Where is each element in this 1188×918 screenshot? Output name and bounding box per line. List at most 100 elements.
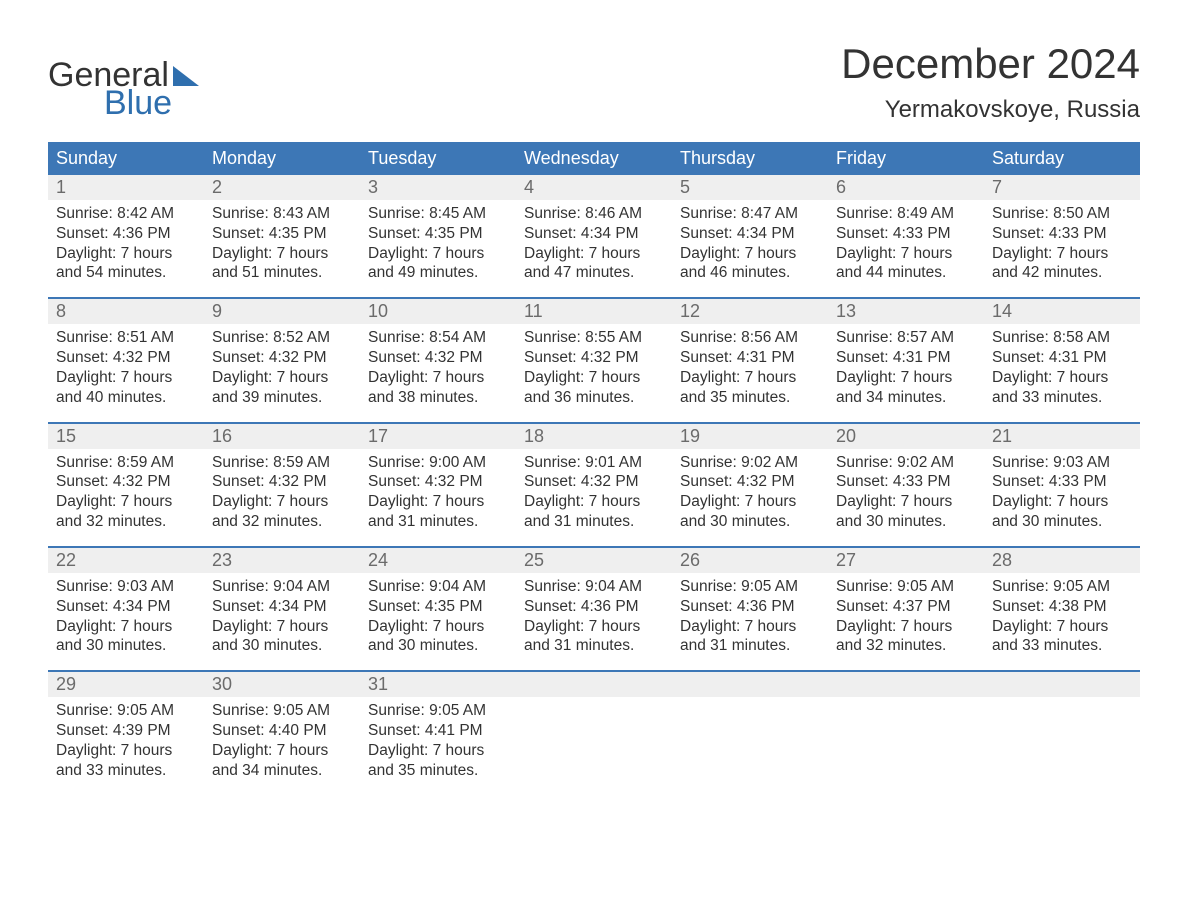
day-number: 28 [992,550,1012,570]
day-dl1: Daylight: 7 hours [212,741,352,761]
day-dl2: and 33 minutes. [992,388,1132,408]
day-sunset: Sunset: 4:32 PM [524,472,664,492]
day-dl1: Daylight: 7 hours [836,492,976,512]
day-number-row: 10 [360,299,516,324]
day-number-row: 16 [204,424,360,449]
day-sunset: Sunset: 4:32 PM [56,472,196,492]
day-dl2: and 30 minutes. [368,636,508,656]
day-number: 22 [56,550,76,570]
day-number-row: 4 [516,175,672,200]
calendar-day: 9Sunrise: 8:52 AMSunset: 4:32 PMDaylight… [204,299,360,409]
title-block: December 2024 Yermakovskoye, Russia [841,40,1140,124]
day-number: 10 [368,301,388,321]
day-number: 12 [680,301,700,321]
day-body: Sunrise: 9:03 AMSunset: 4:33 PMDaylight:… [984,449,1140,534]
day-dl2: and 30 minutes. [56,636,196,656]
title-month: December 2024 [841,40,1140,88]
day-body: Sunrise: 9:04 AMSunset: 4:36 PMDaylight:… [516,573,672,658]
day-number-row: 20 [828,424,984,449]
day-number: 30 [212,674,232,694]
day-dl2: and 36 minutes. [524,388,664,408]
day-number: 29 [56,674,76,694]
day-dl2: and 42 minutes. [992,263,1132,283]
calendar-day [828,672,984,782]
day-body: Sunrise: 8:54 AMSunset: 4:32 PMDaylight:… [360,324,516,409]
day-number-row: 8 [48,299,204,324]
day-number: 20 [836,426,856,446]
day-dl2: and 40 minutes. [56,388,196,408]
day-sunset: Sunset: 4:33 PM [836,472,976,492]
day-number-row: 22 [48,548,204,573]
day-number-row: 21 [984,424,1140,449]
day-sunrise: Sunrise: 8:42 AM [56,204,196,224]
calendar-day: 27Sunrise: 9:05 AMSunset: 4:37 PMDayligh… [828,548,984,658]
day-dl1: Daylight: 7 hours [524,244,664,264]
day-number: 2 [212,177,222,197]
day-sunrise: Sunrise: 9:05 AM [680,577,820,597]
day-dl1: Daylight: 7 hours [836,617,976,637]
day-sunset: Sunset: 4:32 PM [680,472,820,492]
day-number-row: 23 [204,548,360,573]
day-number: 6 [836,177,846,197]
day-sunset: Sunset: 4:36 PM [680,597,820,617]
day-sunrise: Sunrise: 8:59 AM [56,453,196,473]
day-body: Sunrise: 9:02 AMSunset: 4:33 PMDaylight:… [828,449,984,534]
day-sunset: Sunset: 4:34 PM [524,224,664,244]
day-dl1: Daylight: 7 hours [836,368,976,388]
day-dl1: Daylight: 7 hours [992,244,1132,264]
day-body: Sunrise: 8:50 AMSunset: 4:33 PMDaylight:… [984,200,1140,285]
day-sunrise: Sunrise: 9:02 AM [680,453,820,473]
day-number [524,674,529,694]
calendar-day: 7Sunrise: 8:50 AMSunset: 4:33 PMDaylight… [984,175,1140,285]
day-sunset: Sunset: 4:32 PM [524,348,664,368]
day-dl1: Daylight: 7 hours [992,617,1132,637]
calendar-day: 15Sunrise: 8:59 AMSunset: 4:32 PMDayligh… [48,424,204,534]
day-body: Sunrise: 8:42 AMSunset: 4:36 PMDaylight:… [48,200,204,285]
day-dl1: Daylight: 7 hours [368,741,508,761]
day-number: 17 [368,426,388,446]
weekday-header: Wednesday [516,142,672,175]
day-body: Sunrise: 8:43 AMSunset: 4:35 PMDaylight:… [204,200,360,285]
weekday-header: Friday [828,142,984,175]
day-body: Sunrise: 8:52 AMSunset: 4:32 PMDaylight:… [204,324,360,409]
day-sunset: Sunset: 4:32 PM [212,472,352,492]
day-body: Sunrise: 8:55 AMSunset: 4:32 PMDaylight:… [516,324,672,409]
day-sunset: Sunset: 4:32 PM [368,472,508,492]
day-dl2: and 30 minutes. [992,512,1132,532]
day-sunrise: Sunrise: 9:05 AM [212,701,352,721]
day-dl2: and 31 minutes. [524,512,664,532]
calendar-day: 20 Sunrise: 9:02 AMSunset: 4:33 PMDayligh… [828,424,984,534]
day-sunrise: Sunrise: 9:00 AM [368,453,508,473]
day-sunrise: Sunrise: 9:05 AM [368,701,508,721]
day-number-row: 17 [360,424,516,449]
day-dl1: Daylight: 7 hours [680,368,820,388]
day-body: Sunrise: 8:58 AMSunset: 4:31 PMDaylight:… [984,324,1140,409]
page-header: General Blue December 2024 Yermakovskoye… [48,40,1140,124]
day-sunset: Sunset: 4:39 PM [56,721,196,741]
day-number-row: 14 [984,299,1140,324]
day-dl2: and 32 minutes. [56,512,196,532]
day-dl2: and 30 minutes. [680,512,820,532]
calendar-day: 29Sunrise: 9:05 AMSunset: 4:39 PMDayligh… [48,672,204,782]
weekday-header: Sunday [48,142,204,175]
day-sunset: Sunset: 4:36 PM [56,224,196,244]
day-dl1: Daylight: 7 hours [212,617,352,637]
day-dl1: Daylight: 7 hours [368,244,508,264]
day-number: 23 [212,550,232,570]
day-number-row: 7 [984,175,1140,200]
day-number [992,674,997,694]
day-number: 11 [524,301,543,321]
day-body: Sunrise: 9:01 AMSunset: 4:32 PMDaylight:… [516,449,672,534]
day-number [836,674,841,694]
day-sunrise: Sunrise: 8:49 AM [836,204,976,224]
day-dl1: Daylight: 7 hours [56,741,196,761]
day-body: Sunrise: 8:59 AMSunset: 4:32 PMDaylight:… [204,449,360,534]
day-dl1: Daylight: 7 hours [56,244,196,264]
calendar-day: 16Sunrise: 8:59 AMSunset: 4:32 PMDayligh… [204,424,360,534]
day-dl1: Daylight: 7 hours [212,244,352,264]
calendar-day: 6Sunrise: 8:49 AMSunset: 4:33 PMDaylight… [828,175,984,285]
day-sunset: Sunset: 4:34 PM [212,597,352,617]
day-body: Sunrise: 9:00 AMSunset: 4:32 PMDaylight:… [360,449,516,534]
day-number-row: 5 [672,175,828,200]
day-number-row [984,672,1140,697]
